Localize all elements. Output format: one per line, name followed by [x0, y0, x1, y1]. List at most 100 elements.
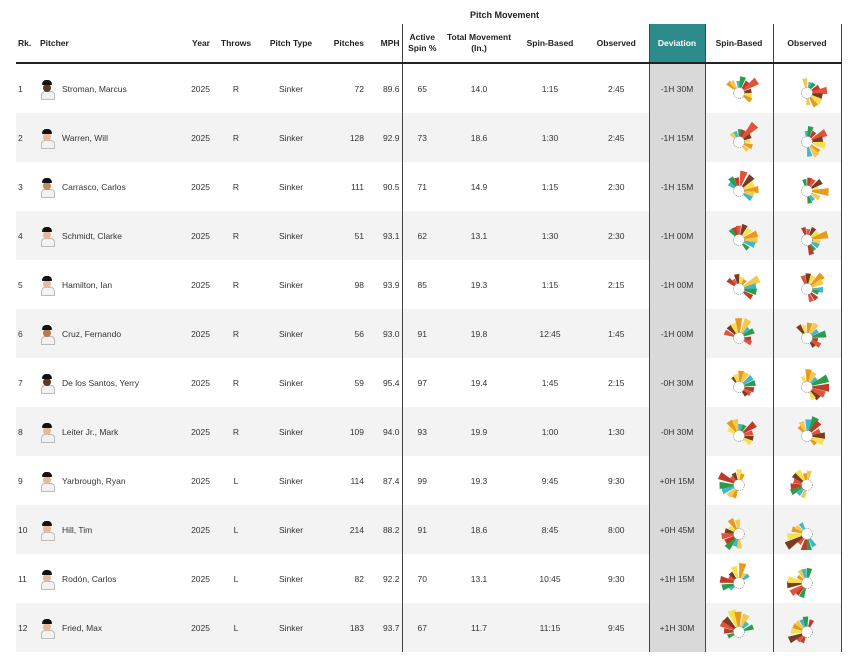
col-observed[interactable]: Observed: [584, 24, 649, 64]
table-row[interactable]: 2 Warren, Will 2025 R Sinker 128 92.9 73 18.6 1:3…: [16, 113, 842, 162]
table-row[interactable]: 5 Hamilton, Ian 2025 R Sinker 98 93.9 85 19.3 1:1…: [16, 260, 842, 309]
glyph-wedge: [735, 225, 741, 235]
pitcher-name[interactable]: Rodón, Carlos: [62, 573, 117, 584]
glyph-wedge: [800, 538, 807, 550]
rank-cell: 1: [16, 63, 38, 113]
table-row[interactable]: 10 Hill, Tim 2025 L Sinker 214 88.2 91 18.6 8:45 8…: [16, 505, 842, 554]
deviation-cell: -0H 30M: [648, 358, 706, 407]
spin-based-cell: 11:15: [516, 603, 584, 652]
rank-cell: 6: [16, 309, 38, 358]
mph-cell: 88.2: [366, 505, 403, 554]
glyph-wedge: [739, 276, 745, 284]
glyph-wedge: [806, 469, 812, 480]
col-mph[interactable]: MPH: [366, 24, 403, 64]
pitch-type-cell: Sinker: [260, 456, 322, 505]
table-row[interactable]: 6 Cruz, Fernando 2025 R Sinker 56 93.0 91 19.8 12…: [16, 309, 842, 358]
table-row[interactable]: 12 Fried, Max 2025 L Sinker 183 93.7 67 11.7 11:1…: [16, 603, 842, 652]
glyph-wedge: [731, 488, 738, 498]
spin-based-glyph: [726, 418, 757, 445]
col-deviation[interactable]: Deviation: [648, 24, 706, 64]
pitcher-name[interactable]: De los Santos, Yerry: [62, 377, 140, 388]
glyph-ball: [801, 86, 813, 99]
glyph-wedge: [742, 388, 752, 396]
glyph-wedge: [733, 273, 740, 284]
active-spin-cell: 62: [402, 211, 442, 260]
table-row[interactable]: 8 Leiter Jr., Mark 2025 R Sinker 109 94.0 93 19.…: [16, 407, 842, 456]
pitcher-name[interactable]: Stroman, Marcus: [62, 83, 127, 94]
glyph-wedge: [806, 322, 813, 333]
glyph-wedge: [730, 322, 738, 334]
glyph-wedge: [792, 622, 803, 631]
pitcher-cell: De los Santos, Yerry: [38, 358, 168, 407]
glyph-wedge: [719, 619, 736, 631]
glyph-wedge: [732, 537, 739, 547]
glyph-wedge: [809, 291, 819, 301]
col-rank[interactable]: Rk.: [16, 24, 38, 64]
col-spin-based[interactable]: Spin-Based: [516, 24, 584, 64]
avatar: [40, 275, 55, 296]
glyph-wedge: [727, 575, 736, 581]
table-row[interactable]: 3 Carrasco, Carlos 2025 R Sinker 111 90.5 71 14.…: [16, 162, 842, 211]
avatar: [40, 226, 55, 247]
pitcher-name[interactable]: Cruz, Fernando: [62, 328, 122, 339]
table-row[interactable]: 7 De los Santos, Yerry 2025 R Sinker 59 95.4 97…: [16, 358, 842, 407]
table-row[interactable]: 4 Schmidt, Clarke 2025 R Sinker 51 93.1 62 13.1 1…: [16, 211, 842, 260]
glyph-wedge: [742, 133, 752, 141]
glyph-wedge: [731, 278, 738, 285]
glyph-wedge: [727, 632, 735, 638]
active-spin-cell: 99: [402, 456, 442, 505]
glyph-wedge: [811, 330, 827, 338]
observed-chart-cell: [773, 162, 842, 211]
col-pitcher[interactable]: Pitcher: [38, 24, 168, 64]
total-movement-cell: 14.9: [442, 162, 516, 211]
glyph-wedge: [740, 423, 747, 432]
col-pitch-type[interactable]: Pitch Type: [260, 24, 322, 64]
glyph-wedge: [792, 477, 803, 484]
observed-glyph: [796, 321, 827, 348]
pitcher-name[interactable]: Warren, Will: [62, 132, 108, 143]
col-year[interactable]: Year: [168, 24, 212, 64]
glyph-wedge: [787, 632, 803, 643]
table-row[interactable]: 9 Yarbrough, Ryan 2025 L Sinker 114 87.4 99 19.3…: [16, 456, 842, 505]
pitcher-cell: Schmidt, Clarke: [38, 211, 168, 260]
glyph-wedge: [743, 282, 757, 289]
glyph-wedge: [739, 472, 745, 481]
spin-based-cell: 1:30: [516, 113, 584, 162]
pitches-cell: 114: [322, 456, 366, 505]
glyph-wedge: [719, 481, 735, 489]
glyph-wedge: [740, 612, 750, 628]
glyph-wedge: [743, 435, 754, 441]
glyph-wedge: [743, 180, 755, 190]
pitcher-name[interactable]: Hill, Tim: [62, 524, 93, 535]
glyph-wedge: [811, 135, 824, 142]
glyph-wedge: [743, 429, 754, 436]
col-active-spin[interactable]: Active Spin %: [402, 24, 442, 64]
spin-based-chart-cell: [705, 358, 774, 407]
glyph-wedge: [807, 176, 813, 186]
spin-based-glyph: [726, 75, 760, 103]
pitch-type-cell: Sinker: [260, 603, 322, 652]
pitcher-name[interactable]: Fried, Max: [62, 622, 103, 633]
table-row[interactable]: 1 Stroman, Marcus 2025 R Sinker 72 89.6 65 14.0 1…: [16, 63, 842, 113]
observed-cell: 2:45: [584, 63, 649, 113]
glyph-wedge: [739, 170, 748, 186]
table-row[interactable]: 11 Rodón, Carlos 2025 L Sinker 82 92.2 70 13.1 10…: [16, 554, 842, 603]
spin-based-glyph: [726, 273, 761, 300]
glyph-wedge: [729, 79, 738, 89]
glyph-wedge: [796, 634, 805, 642]
col-pitches[interactable]: Pitches: [322, 24, 366, 64]
pitcher-name[interactable]: Leiter Jr., Mark: [62, 426, 119, 437]
pitcher-name[interactable]: Carrasco, Carlos: [62, 181, 126, 192]
glyph-wedge: [794, 524, 804, 532]
throws-cell: R: [212, 211, 260, 260]
pitcher-name[interactable]: Hamilton, Ian: [62, 279, 113, 290]
pitcher-name[interactable]: Schmidt, Clarke: [62, 230, 122, 241]
glyph-wedge: [743, 240, 756, 248]
col-total-movement[interactable]: Total Movement (In.): [442, 24, 516, 64]
active-spin-cell: 93: [402, 407, 442, 456]
glyph-wedge: [796, 487, 805, 496]
rank-cell: 7: [16, 358, 38, 407]
pitcher-name[interactable]: Yarbrough, Ryan: [62, 475, 126, 486]
col-throws[interactable]: Throws: [212, 24, 260, 64]
rank-cell: 9: [16, 456, 38, 505]
